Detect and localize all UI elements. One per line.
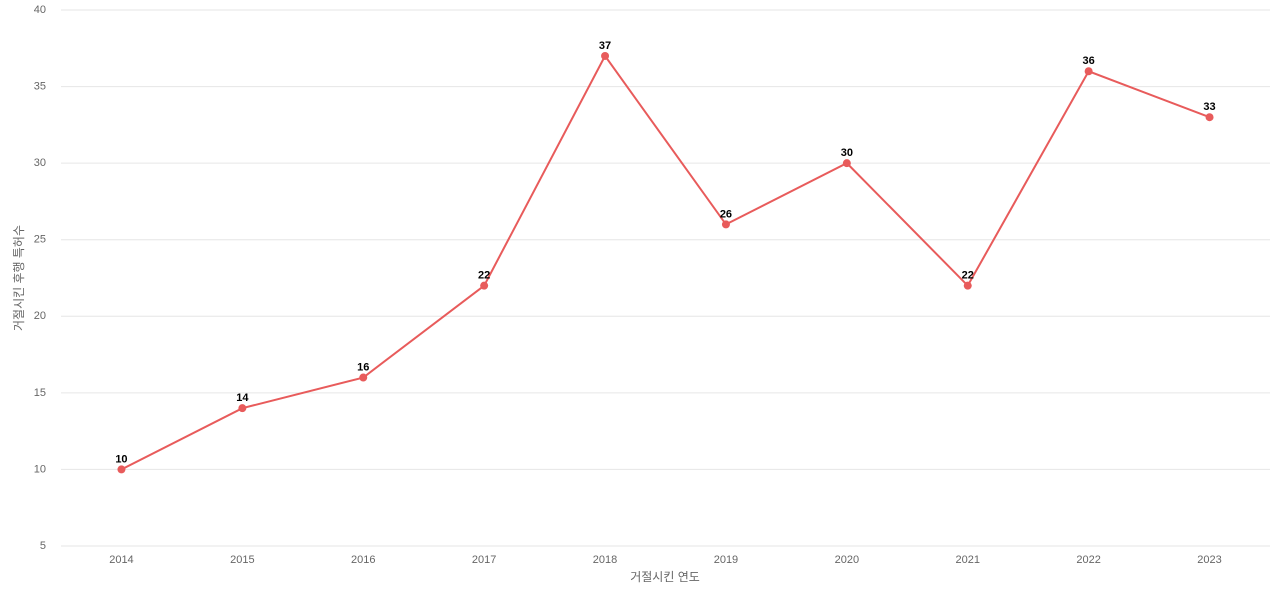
y-tick-label: 25 — [34, 234, 46, 246]
x-axis-label: 거절시킨 연도 — [630, 570, 700, 584]
y-tick-label: 40 — [34, 4, 46, 16]
data-label: 37 — [599, 40, 611, 52]
point — [1084, 67, 1093, 76]
x-tick-label: 2014 — [109, 554, 133, 566]
data-label: 33 — [1203, 101, 1215, 113]
data-label: 16 — [357, 361, 369, 373]
x-tick-label: 2020 — [835, 554, 859, 566]
point — [842, 159, 851, 168]
x-tick-label: 2021 — [956, 554, 980, 566]
x-tick-label: 2018 — [593, 554, 617, 566]
data-label: 30 — [841, 147, 853, 159]
y-tick-label: 30 — [34, 157, 46, 169]
point — [117, 465, 126, 474]
y-tick-label: 10 — [34, 463, 46, 475]
point — [238, 404, 247, 413]
x-tick-label: 2016 — [351, 554, 375, 566]
point — [721, 220, 730, 229]
y-tick-label: 15 — [34, 387, 46, 399]
y-axis-label: 거절시킨 후행 특허수 — [11, 225, 26, 331]
data-label: 14 — [236, 392, 249, 404]
x-tick-label: 2017 — [472, 554, 496, 566]
point — [963, 281, 972, 290]
y-tick-label: 5 — [40, 540, 46, 552]
data-label: 22 — [478, 270, 490, 282]
point — [480, 281, 489, 290]
x-tick-label: 2019 — [714, 554, 738, 566]
point — [1205, 113, 1214, 122]
data-label: 26 — [720, 208, 732, 220]
point — [359, 373, 368, 382]
x-tick-label: 2022 — [1076, 554, 1100, 566]
line — [120, 54, 1210, 471]
data-label: 10 — [115, 453, 127, 465]
x-tick-label: 2015 — [230, 554, 254, 566]
y-tick-label: 20 — [34, 310, 46, 322]
x-tick-label: 2023 — [1197, 554, 1221, 566]
point — [601, 51, 610, 60]
data-label: 22 — [962, 270, 974, 282]
y-tick-label: 35 — [34, 80, 46, 92]
data-label: 36 — [1083, 55, 1095, 67]
